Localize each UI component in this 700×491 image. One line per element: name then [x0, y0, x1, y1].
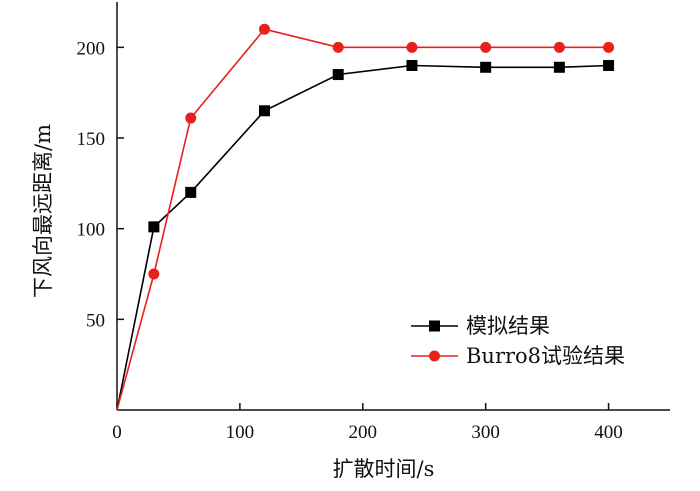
data-point — [480, 61, 492, 73]
data-point — [185, 112, 197, 124]
y-tick-label: 150 — [77, 129, 106, 150]
x-tick-label: 200 — [349, 422, 378, 443]
series-layer — [116, 23, 615, 411]
y-axis-title: 下风向最远距离/m — [31, 124, 55, 298]
data-point — [148, 221, 160, 233]
data-point — [258, 105, 270, 117]
ticks: 0 100 200 300 400 50 100 150 200 — [77, 38, 623, 443]
data-point — [603, 59, 615, 71]
data-point — [553, 61, 565, 73]
y-tick-label: 50 — [86, 310, 105, 331]
x-tick-label: 300 — [471, 422, 500, 443]
x-tick-label: 400 — [594, 422, 623, 443]
data-point — [553, 41, 565, 53]
y-tick-label: 100 — [77, 220, 106, 241]
legend-label: 模拟结果 — [466, 314, 550, 338]
data-point — [332, 69, 344, 81]
legend-label: Burro8试验结果 — [466, 344, 625, 368]
y-tick-label: 200 — [77, 38, 106, 59]
data-point — [185, 186, 197, 198]
data-point — [480, 41, 492, 53]
data-point — [148, 268, 160, 280]
legend-item-1: 模拟结果 — [411, 314, 550, 338]
x-tick-label: 100 — [226, 422, 255, 443]
axes — [116, 2, 670, 411]
series-1 — [116, 59, 615, 411]
data-point — [406, 59, 418, 71]
legend-item-2: Burro8试验结果 — [411, 344, 625, 368]
data-point — [603, 41, 615, 53]
x-tick-label: 0 — [112, 422, 122, 443]
data-point — [406, 41, 418, 53]
legend: 模拟结果 Burro8试验结果 — [411, 314, 625, 368]
series-2 — [116, 23, 615, 411]
legend-marker — [429, 320, 440, 332]
x-axis-title: 扩散时间/s — [333, 457, 435, 481]
legend-marker — [429, 350, 440, 362]
data-point — [332, 41, 344, 53]
data-point — [258, 23, 270, 35]
